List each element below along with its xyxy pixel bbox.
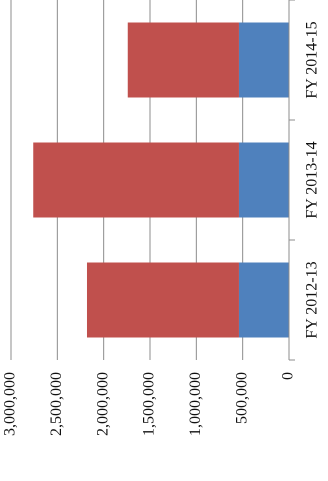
value-tick-label: 1,000,000	[187, 372, 204, 436]
value-tick-label: 1,500,000	[141, 372, 158, 436]
value-tick-label: 2,000,000	[94, 372, 111, 436]
axes	[288, 0, 295, 361]
bar-segment-series-1	[238, 142, 289, 218]
category-label: FY 2014-15	[304, 21, 321, 98]
value-tick-label: 3,000,000	[2, 372, 19, 436]
value-tick-label: 500,000	[233, 372, 250, 424]
bar-segment-series-2	[127, 22, 239, 98]
tick-labels: FY 2012-13 FY 2013-14 FY 2014-15 0 500,000 1,…	[2, 21, 321, 436]
bar-segment-series-2	[86, 262, 239, 338]
value-tick-label: 0	[280, 372, 297, 380]
category-label: FY 2013-14	[304, 141, 321, 218]
value-tick-label: 2,500,000	[48, 372, 65, 436]
bar-segment-series-1	[238, 262, 289, 338]
bars	[33, 22, 289, 338]
bar-segment-series-1	[238, 22, 289, 98]
bar-segment-series-2	[33, 142, 239, 218]
category-label: FY 2012-13	[304, 261, 321, 338]
